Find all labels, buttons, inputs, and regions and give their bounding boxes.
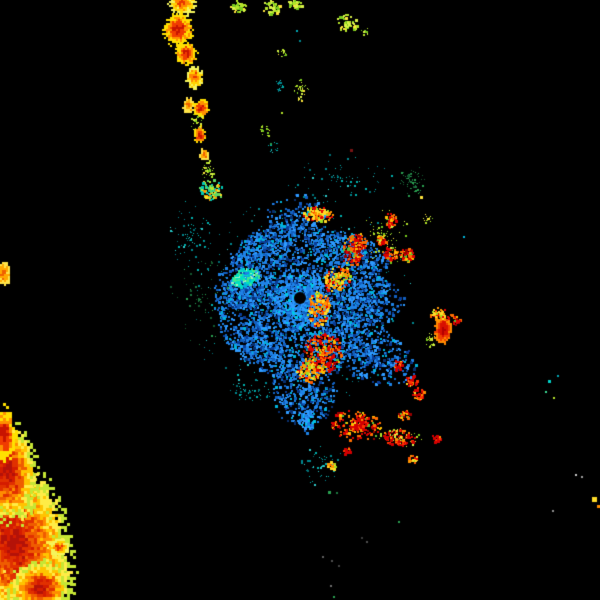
radar-display — [0, 0, 600, 600]
radar-reflectivity-canvas — [0, 0, 600, 600]
